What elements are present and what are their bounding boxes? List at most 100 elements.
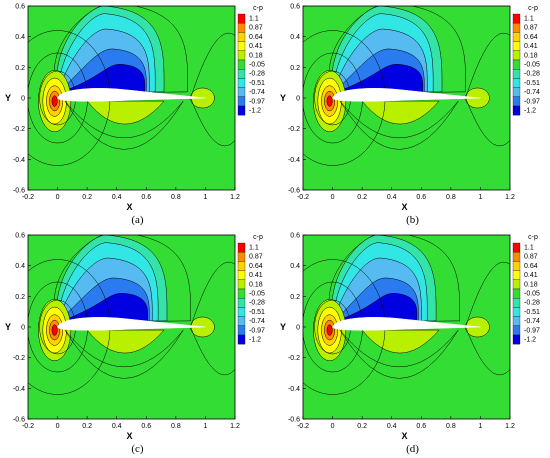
colorbar-label: 1.1 [249,245,259,252]
colorbar-label: -1.2 [524,337,536,344]
panel-b: -0.2 0 0.2 0.4 0.6 0.8 1 1.2 0.6 0.4 0.2 0 -0.2 -0.4 -… [275,0,550,229]
contour-plot: -0.2 0 0.2 0.4 0.6 0.8 1 1.2 0.6 0.4 0.2 0 -0.2 -0.4 -… [5,4,265,213]
colorbar-label: -1.2 [524,108,536,115]
colorbar-swatch [512,41,521,51]
x-tick-label: 1.2 [505,423,515,430]
colorbar-label: 0.41 [524,43,538,50]
colorbar-swatch [237,50,246,61]
colorbar-swatch [237,87,246,97]
colorbar-label: -0.28 [249,300,265,307]
panel-caption: (a) [131,214,144,226]
colorbar-label: 0.18 [524,52,538,59]
colorbar-swatch [512,50,521,61]
colorbar-swatch [237,279,246,290]
colorbar-label: 0.18 [249,281,263,288]
x-tick-label: 0.8 [171,194,181,201]
stagnation-band [51,95,58,107]
x-tick-label: 1 [478,194,482,201]
colorbar-label: -0.97 [524,98,540,105]
y-tick-label: -0.4 [288,157,300,164]
colorbar-swatch [237,270,246,280]
y-tick-label: -0.6 [288,188,300,195]
colorbar-label: -1.2 [249,108,261,115]
x-tick-label: 0.4 [387,194,397,201]
colorbar-swatch [237,59,246,70]
y-tick-label: -0.6 [13,417,25,424]
colorbar-label: 0.64 [249,34,263,41]
colorbar: c-p 1.1 0.87 0.64 0.41 0.18 -0.05 -0.28 -0.51 -0.… [512,5,540,116]
isoline [339,329,459,379]
contour-field [303,235,510,419]
colorbar-swatch [512,23,521,33]
isoline [465,261,510,328]
lower-band [86,329,165,354]
x-tick-label: 1.2 [505,194,515,201]
stagnation-band [326,324,333,336]
y-tick-label: -0.2 [288,355,300,362]
suction-band [332,293,418,323]
colorbar-label: -0.28 [249,71,265,78]
colorbar-label: -0.28 [524,300,540,307]
y-axis-label: Y [5,93,11,103]
x-tick-label: 0 [56,423,60,430]
x-tick-label: -0.2 [297,423,309,430]
colorbar-swatch [512,59,521,70]
x-tick-label: 0.4 [112,423,122,430]
colorbar-label: -0.74 [524,318,540,325]
isoline [465,32,510,99]
colorbar-label: -0.28 [524,71,540,78]
y-tick-label: -0.2 [13,355,25,362]
suction-band [57,293,149,323]
x-tick-label: -0.2 [22,194,34,201]
colorbar-label: -0.74 [249,318,265,325]
colorbar-label: -0.51 [249,80,265,87]
colorbar-swatch [512,78,521,88]
colorbar-swatch [512,316,521,326]
y-tick-label: -0.4 [13,157,25,164]
y-tick-label: 0.2 [15,65,25,72]
x-tick-label: 0.8 [446,194,456,201]
colorbar-label: 1.1 [524,245,534,252]
colorbar-swatch [512,87,521,97]
isoline [339,100,459,138]
x-tick-label: 0.2 [82,194,92,201]
stagnation-band [51,324,58,336]
isoline [465,97,510,147]
colorbar-label: 0.41 [524,272,538,279]
x-tick-label: 1 [203,423,207,430]
x-tick-label: 0.4 [387,423,397,430]
x-tick-label: 0.6 [141,194,151,201]
y-tick-label: 0.6 [290,233,300,240]
contour-field [28,235,235,419]
panel-d: -0.2 0 0.2 0.4 0.6 0.8 1 1.2 0.6 0.4 0.2 0 -0.2 -0.4 -… [275,229,550,458]
colorbar-swatch [512,105,521,116]
colorbar: c-p 1.1 0.87 0.64 0.41 0.18 -0.05 -0.28 -0.51 -0.… [237,5,265,116]
colorbar-label: -0.97 [249,327,265,334]
colorbar-swatch [512,288,521,299]
colorbar: c-p 1.1 0.87 0.64 0.41 0.18 -0.05 -0.28 -0.51 -0.… [237,234,265,345]
y-tick-label: -0.6 [288,417,300,424]
isoline [190,32,235,99]
y-tick-label: -0.4 [288,386,300,393]
isoline [339,100,459,150]
isoline [64,329,184,367]
colorbar-label: 0.87 [524,254,538,261]
colorbar: c-p 1.1 0.87 0.64 0.41 0.18 -0.05 -0.28 -0.51 -0.… [512,234,540,345]
colorbar-swatch [512,307,521,317]
isoline [190,97,235,147]
colorbar-swatch [237,288,246,299]
y-tick-label: 0.6 [15,4,25,11]
y-tick-label: -0.2 [288,126,300,133]
x-tick-label: 0 [56,194,60,201]
colorbar-swatch [237,252,246,262]
y-tick-label: 0.4 [290,34,300,41]
colorbar-swatch [512,252,521,262]
airfoil [57,88,206,102]
panel-a: -0.2 0 0.2 0.4 0.6 0.8 1 1.2 0.6 0.4 0.2 0 -0.2 -0.4 -… [0,0,275,229]
colorbar-swatch [237,105,246,116]
colorbar-label: 1.1 [524,16,534,23]
colorbar-swatch [512,279,521,290]
y-tick-label: 0 [296,96,300,103]
colorbar-label: -0.74 [249,89,265,96]
airfoil [332,88,481,102]
